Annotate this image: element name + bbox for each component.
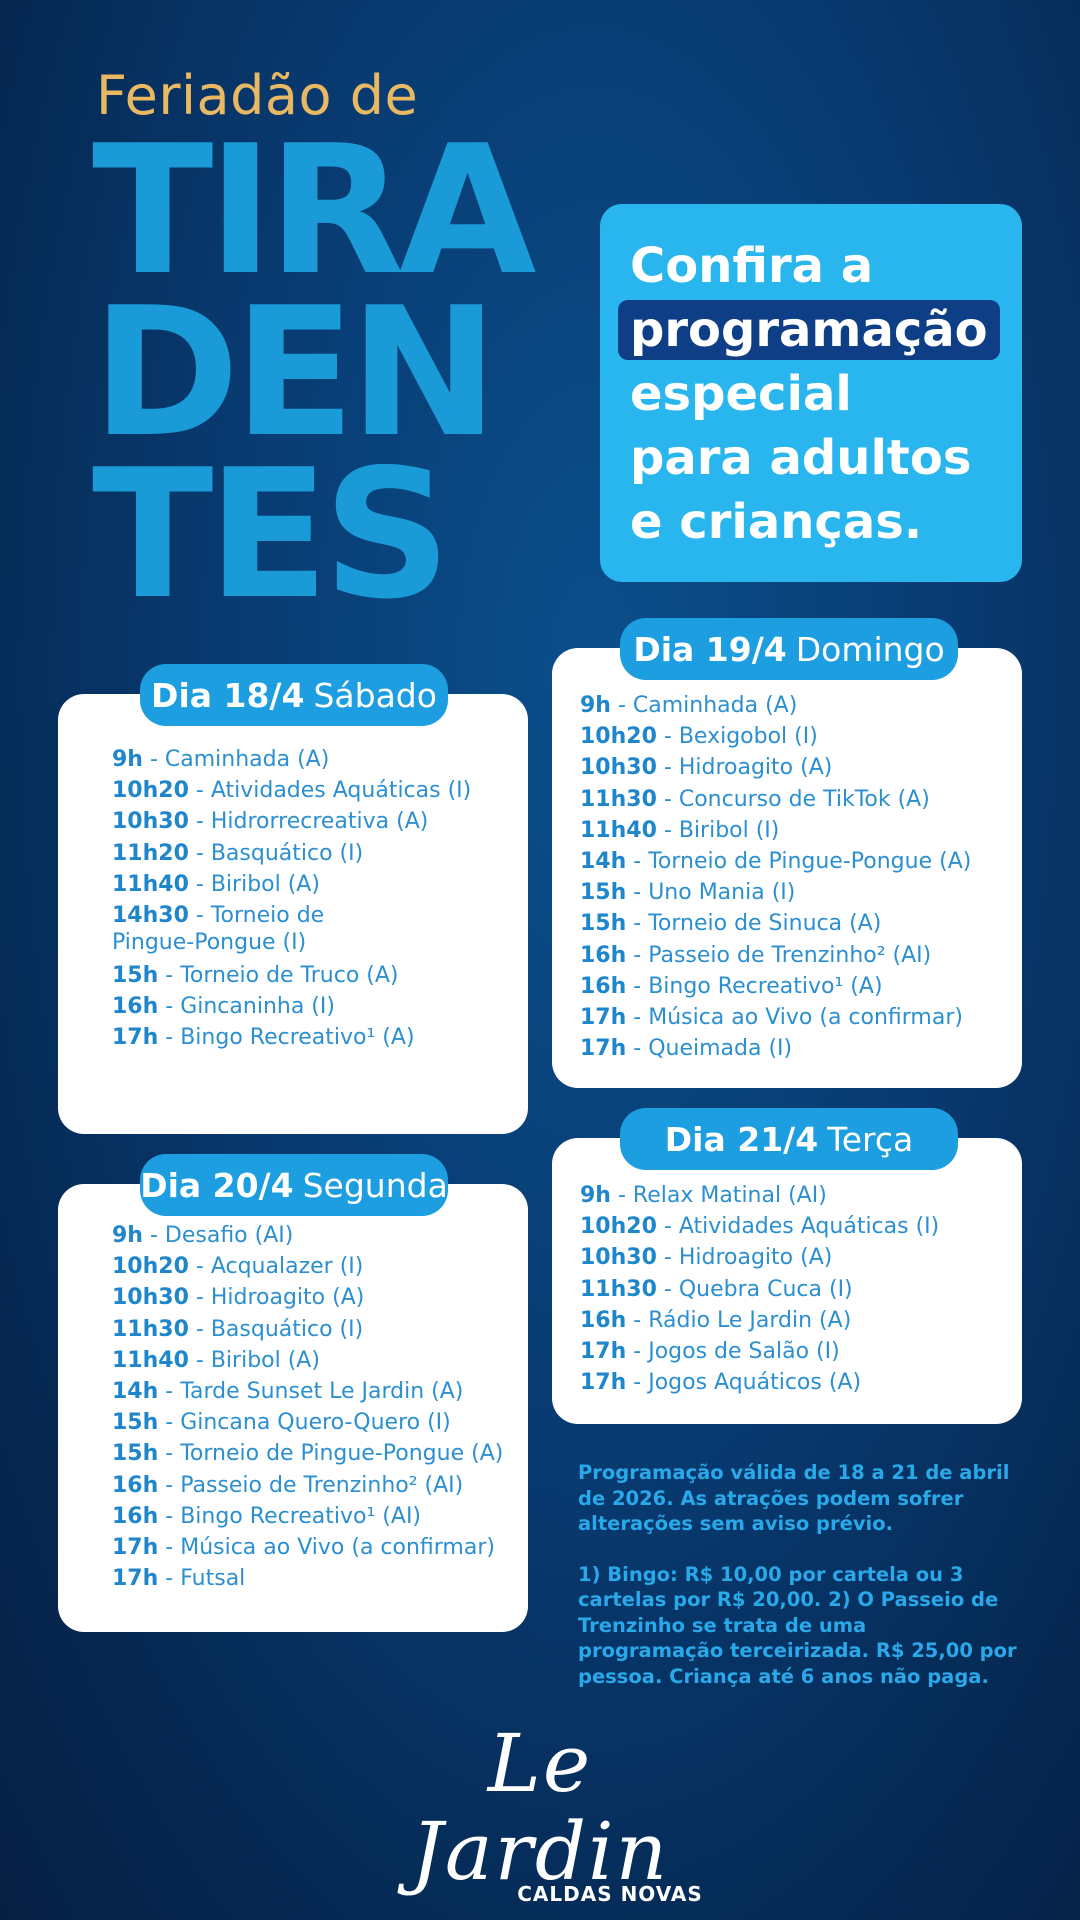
list-item: 14h - Tarde Sunset Le Jardin (A) [112,1379,464,1405]
logo-wordmark: Le Jardin [410,1717,670,1898]
promo-highlight: programação [618,300,1000,360]
list-item: 11h30 - Basquático (I) [112,1316,364,1342]
list-item: 15h - Torneio de Truco (A) [112,963,399,989]
list-item: 10h30 - Hidroagito (A) [580,1245,833,1271]
list-item: 17h - Jogos Aquáticos (A) [580,1370,862,1396]
promo-line-4: para adultos [630,430,972,486]
notes: Programação válida de 18 a 21 de abril d… [578,1460,1018,1714]
list-item: 17h - Música ao Vivo (a confirmar) [112,1535,495,1561]
list-item: 9h - Relax Matinal (AI) [580,1183,827,1208]
list-item: 15h - Torneio de Pingue-Pongue (A) [112,1441,504,1467]
day-date: Dia 19/4 [633,629,787,669]
list-item: 14h - Torneio de Pingue-Pongue (A) [580,849,972,875]
schedule-list-day-19: 9h - Caminhada (A) 10h20 - Bexigobol (I)… [580,690,1010,1064]
list-item: 11h40 - Biribol (A) [112,871,320,897]
footnotes: 1) Bingo: R$ 10,00 por cartela ou 3 cart… [578,1562,1017,1688]
promo-line-3: especial [630,366,852,422]
list-item: 16h - Bingo Recreativo¹ (AI) [112,1503,422,1529]
promo-line-1: Confira a [630,238,874,294]
main-title: TIRA DEN TES [92,107,592,638]
list-item: 10h30 - Hidroagito (A) [580,755,833,781]
day-weekday: Sábado [313,675,437,715]
list-item: 16h - Passeio de Trenzinho² (AI) [580,942,932,968]
day-pill-20: Dia 20/4 Segunda [140,1154,448,1216]
schedule-list-day-20: 9h - Desafio (AI) 10h20 - Acqualazer (I)… [112,1220,522,1594]
list-item: 15h - Gincana Quero-Quero (I) [112,1410,451,1436]
list-item: 15h - Uno Mania (I) [580,880,796,906]
day-weekday: Domingo [795,629,945,669]
schedule-card-day-18 [58,694,528,1134]
list-item: 10h30 - Hidroagito (A) [112,1285,365,1311]
logo: Le Jardin CALDAS NOVAS [360,1717,720,1907]
day-pill-18: Dia 18/4 Sábado [140,664,448,726]
schedule-list-day-18: 9h - Caminhada (A) 10h20 - Atividades Aq… [112,744,492,1054]
day-pill-19: Dia 19/4 Domingo [620,618,958,680]
day-date: Dia 20/4 [140,1165,294,1205]
list-item: 10h20 - Atividades Aquáticas (I) [112,778,472,804]
schedule-card-day-20 [58,1184,528,1632]
list-item: 10h30 - Hidrorrecreativa (A) [112,809,429,835]
list-item: 10h20 - Acqualazer (I) [112,1254,364,1280]
list-item: 10h20 - Bexigobol (I) [580,724,818,750]
list-item: 14h30 - Torneio de Pingue-Pongue (I) [112,903,325,956]
list-item: 16h - Rádio Le Jardin (A) [580,1307,852,1333]
list-item: 17h - Música ao Vivo (a confirmar) [580,1005,963,1031]
list-item: 11h30 - Concurso de TikTok (A) [580,786,930,812]
day-date: Dia 18/4 [151,675,305,715]
list-item: 11h20 - Basquático (I) [112,840,364,866]
title-line-1: TIRA [92,107,536,314]
list-item: 17h - Queimada (I) [580,1036,793,1062]
promo-box: Confira a programação especial para adul… [600,204,1022,582]
list-item: 10h20 - Atividades Aquáticas (I) [580,1214,940,1240]
day-pill-21: Dia 21/4 Terça [620,1108,958,1170]
list-item: 16h - Gincaninha (I) [112,994,335,1020]
schedule-list-day-21: 9h - Relax Matinal (AI) 10h20 - Atividad… [580,1180,1010,1398]
validity-note: Programação válida de 18 a 21 de abril d… [578,1461,1010,1535]
list-item: 17h - Futsal [112,1566,246,1592]
title-line-2: DEN [92,269,498,476]
day-weekday: Terça [827,1119,914,1159]
title-line-3: TES [92,431,451,638]
list-item: 11h40 - Biribol (I) [580,817,780,843]
schedule-card-day-21 [552,1138,1022,1424]
list-item: 9h - Caminhada (A) [580,693,798,718]
list-item: 15h - Torneio de Sinuca (A) [580,911,882,937]
list-item: 9h - Desafio (AI) [112,1223,294,1248]
day-date: Dia 21/4 [664,1119,819,1159]
list-item: 17h - Jogos de Salão (I) [580,1339,840,1365]
list-item: 9h - Caminhada (A) [112,747,330,772]
day-weekday: Segunda [302,1165,448,1205]
promo-line-5: e crianças. [630,494,923,550]
schedule-card-day-19 [552,648,1022,1088]
list-item: 17h - Bingo Recreativo¹ (A) [112,1025,415,1051]
list-item: 11h30 - Quebra Cuca (I) [580,1276,853,1302]
list-item: 16h - Passeio de Trenzinho² (AI) [112,1472,464,1498]
logo-location: CALDAS NOVAS [517,1882,703,1906]
list-item: 11h40 - Biribol (A) [112,1347,320,1373]
pre-title: Feriadão de [96,64,419,127]
list-item: 16h - Bingo Recreativo¹ (A) [580,973,883,999]
